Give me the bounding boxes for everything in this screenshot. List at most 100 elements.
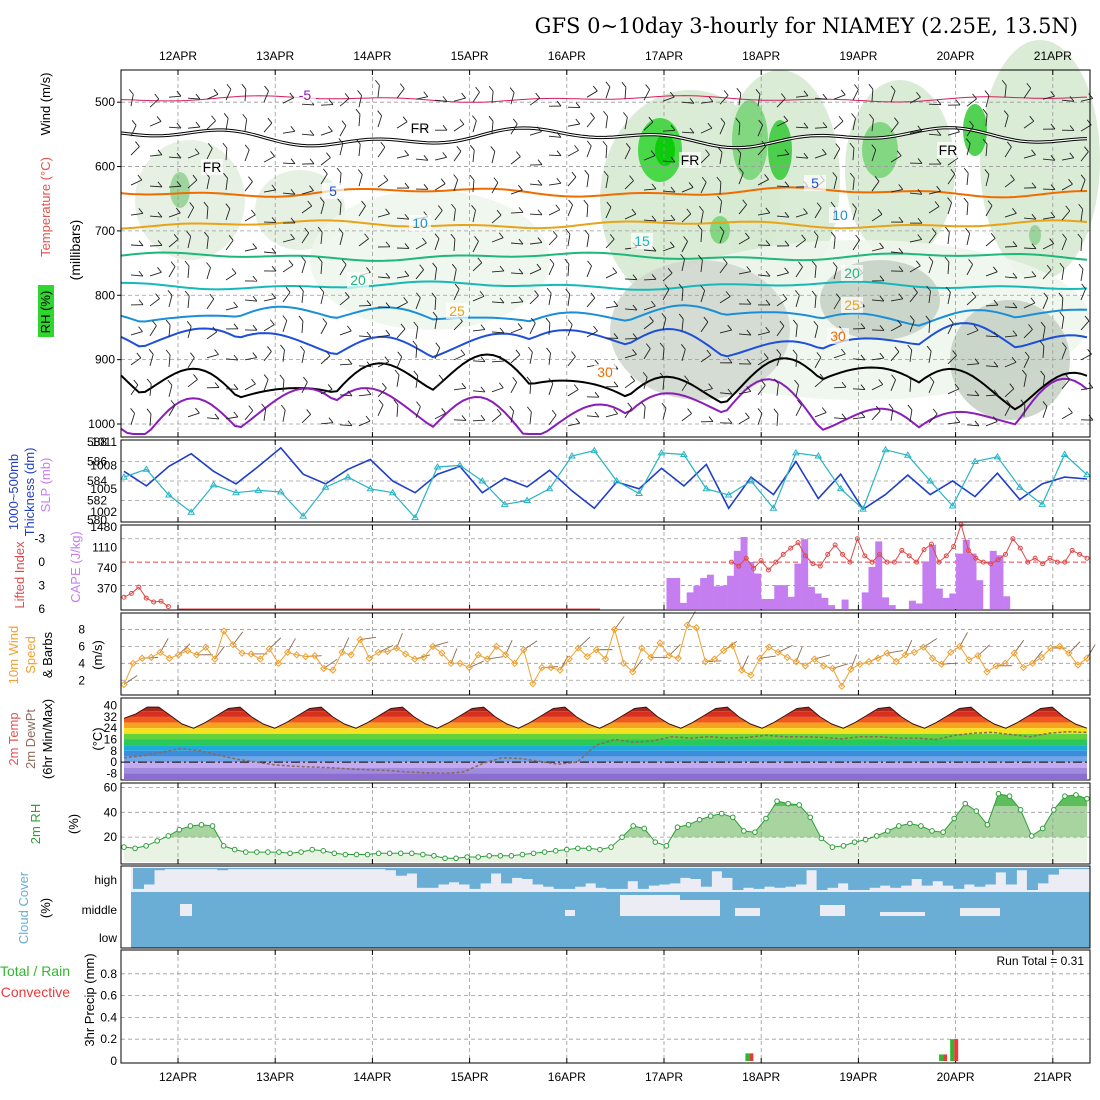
wind-barb — [686, 208, 692, 215]
contour-label-bg — [201, 159, 223, 175]
wind-barb — [288, 260, 294, 266]
wind-barb — [792, 349, 798, 356]
wind-barb — [344, 93, 350, 99]
temp2m-tick-label: 16 — [104, 733, 118, 747]
wind-barb — [985, 144, 988, 157]
temp-band — [124, 756, 1087, 763]
wind-barb — [1023, 88, 1032, 99]
wind-barb — [890, 408, 894, 421]
wind-barb — [852, 118, 856, 131]
bottom-date-label: 21APR — [1034, 1070, 1072, 1084]
wind10-marker — [456, 659, 464, 668]
wind-barb — [1012, 302, 1018, 309]
cloud-high-bar — [763, 868, 776, 887]
wind-barb — [526, 376, 532, 383]
wind10-marker — [1001, 659, 1009, 668]
wind-barb — [700, 388, 713, 393]
wind-barb — [496, 408, 502, 415]
wind-barb — [966, 233, 971, 246]
rh2m-marker — [741, 828, 747, 834]
wind10-marker — [501, 651, 510, 659]
slp-marker — [344, 473, 352, 480]
cloud-high-bar — [553, 868, 565, 889]
wind-barb — [1004, 115, 1009, 128]
cloud-high-bar — [332, 868, 344, 870]
wind10-marker — [801, 662, 810, 670]
wind-barb — [472, 120, 477, 133]
wind-barb — [548, 154, 562, 157]
wind-barb — [499, 297, 505, 304]
wind-barb — [974, 358, 980, 364]
cloud-mid-low-fill — [131, 892, 1090, 948]
wind-barb — [947, 131, 960, 136]
wind-barb — [1080, 238, 1083, 252]
wind-barb — [1023, 374, 1027, 387]
wind-barb — [415, 375, 419, 388]
wind-barb — [765, 326, 771, 333]
wind-barb — [624, 354, 637, 359]
wind-barb — [225, 208, 231, 221]
rh2m-marker — [132, 845, 138, 852]
wind-barb — [516, 151, 521, 157]
rh2m-marker — [209, 823, 216, 829]
wind-barb — [226, 83, 232, 90]
rh2m-marker — [342, 851, 349, 858]
wind-barb — [841, 381, 847, 388]
slp-marker — [478, 477, 487, 484]
wind-barb — [651, 274, 657, 280]
wind-barb — [833, 237, 836, 250]
lifted-marker — [128, 590, 134, 596]
wind-barb — [135, 141, 140, 147]
wind-barb — [565, 228, 571, 235]
wind-barb — [535, 92, 541, 99]
wind-barb — [1011, 356, 1017, 363]
wind-barb — [761, 140, 767, 147]
wind-barb — [966, 203, 969, 216]
temperature-contour — [120, 322, 1088, 359]
wind-barb — [1001, 79, 1007, 86]
wind-barb — [574, 145, 579, 151]
wind-barb — [413, 370, 419, 377]
wind-barb — [377, 361, 390, 368]
wind-barb — [231, 268, 237, 274]
wind-barb — [317, 256, 323, 263]
wind-barb — [377, 115, 383, 128]
wind-barb — [632, 333, 638, 339]
wind-barb — [966, 143, 971, 156]
wind10-marker — [274, 659, 283, 668]
wind10-marker — [374, 648, 383, 657]
wind-barb — [320, 104, 334, 106]
wind-barb — [795, 404, 802, 416]
wind-barb — [909, 409, 913, 422]
wind-barb — [1040, 370, 1045, 377]
wind-barb — [814, 97, 827, 100]
wind-barb — [567, 263, 570, 276]
lifted-marker — [869, 559, 875, 565]
cloud-high-bar — [953, 868, 965, 889]
wind-barb — [383, 174, 389, 181]
lifted-marker — [1054, 559, 1060, 565]
wind-barb — [529, 268, 542, 275]
cape-bar — [807, 586, 815, 609]
wind10-barb — [232, 631, 244, 645]
contour-label-bg — [631, 233, 653, 249]
wind-barb — [472, 241, 479, 253]
cloud-high-bar — [806, 868, 818, 871]
wind-barb — [128, 89, 134, 95]
cape-bar — [706, 574, 714, 609]
wind-barb — [154, 93, 160, 100]
wind-barb — [396, 121, 408, 129]
wind-barb — [745, 232, 750, 239]
wind-barb — [1042, 216, 1055, 220]
wind-barb — [1012, 208, 1017, 214]
wind-barb — [167, 290, 173, 296]
wind-barb — [1050, 90, 1055, 97]
cloud-high-bar — [574, 868, 586, 887]
wind-barb — [190, 352, 195, 358]
wind-barb — [176, 90, 182, 97]
wind-barb — [453, 288, 460, 301]
lifted-marker — [943, 553, 949, 559]
wind-barb — [431, 292, 437, 299]
wind-barb — [214, 349, 219, 355]
lifted-marker — [788, 545, 794, 551]
